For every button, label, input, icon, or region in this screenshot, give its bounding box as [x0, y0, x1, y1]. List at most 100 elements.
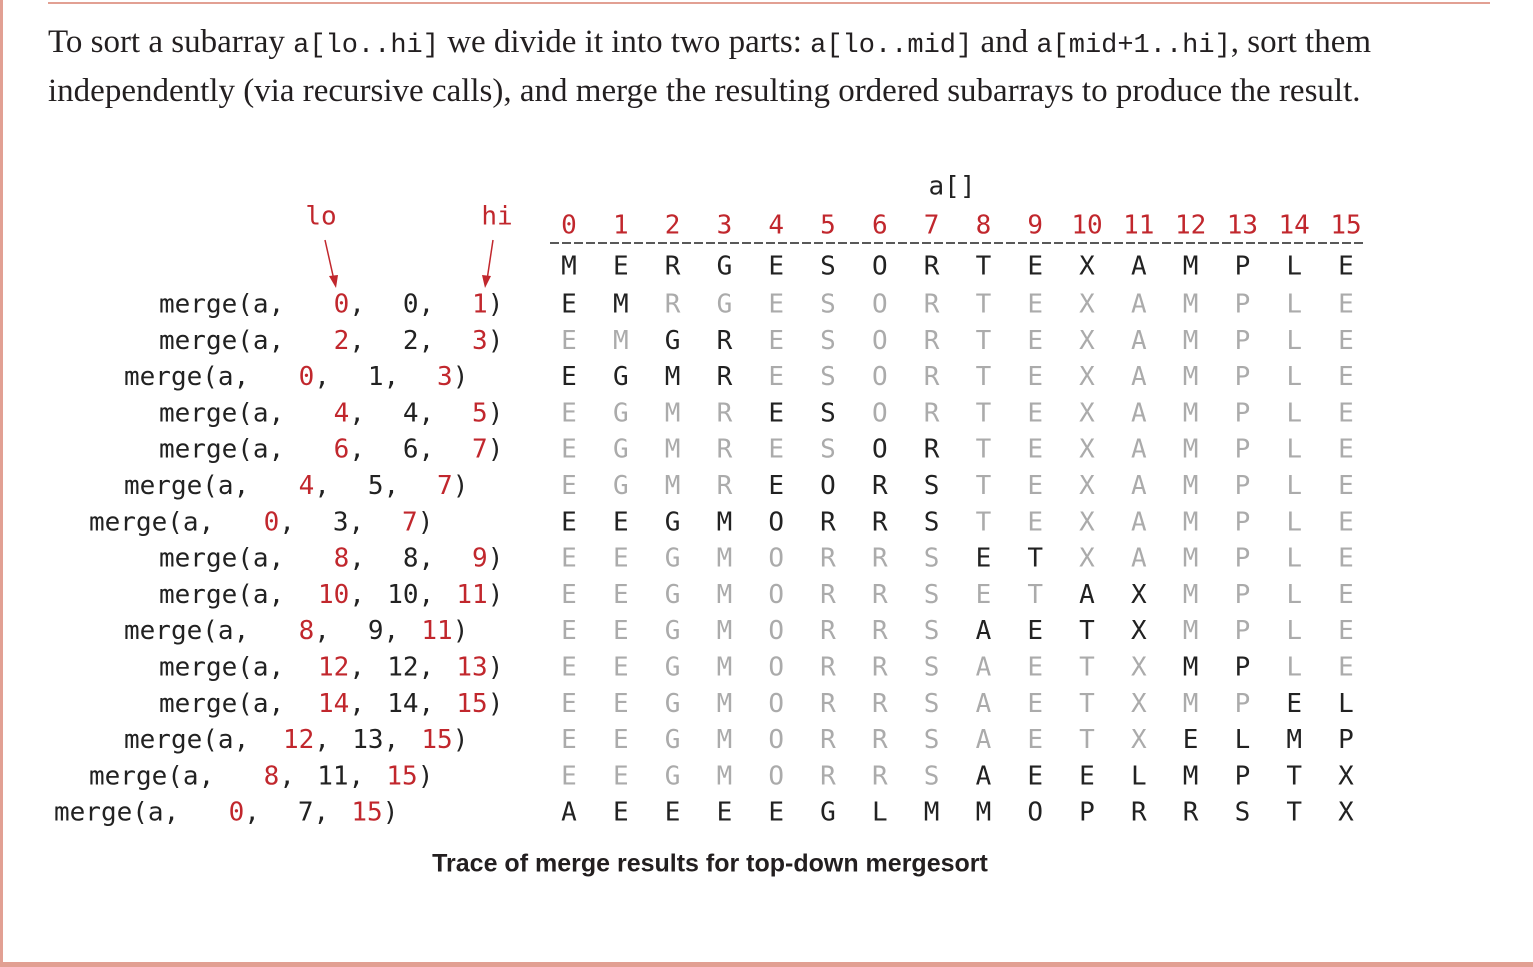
- call-mid: 14: [387, 689, 418, 719]
- initial-letter: E: [1338, 252, 1354, 282]
- index-label: 11: [1123, 211, 1154, 241]
- result-letter: O: [768, 761, 784, 791]
- call-hi: 9: [472, 544, 488, 574]
- result-letter: E: [561, 435, 577, 465]
- result-letter: M: [665, 362, 681, 392]
- result-letter: M: [1183, 290, 1199, 320]
- result-letter: E: [613, 689, 629, 719]
- call-lo: 14: [318, 689, 349, 719]
- call-close: ): [488, 435, 504, 465]
- result-letter: S: [924, 689, 940, 719]
- call-sep: ,: [314, 616, 330, 646]
- result-letter: R: [820, 507, 836, 537]
- result-letter: E: [1338, 471, 1354, 501]
- call-prefix: merge(a,: [89, 507, 214, 537]
- intro-text: To sort a subarray: [48, 24, 294, 60]
- result-letter: O: [768, 544, 784, 574]
- result-letter: M: [717, 580, 733, 610]
- result-letter: S: [924, 725, 940, 755]
- result-letter: X: [1079, 326, 1095, 356]
- initial-letter: X: [1079, 252, 1095, 282]
- result-letter: E: [561, 471, 577, 501]
- result-letter: R: [717, 326, 733, 356]
- result-letter: E: [561, 362, 577, 392]
- call-close: ): [418, 507, 434, 537]
- result-letter: T: [976, 290, 992, 320]
- call-hi: 15: [351, 798, 382, 828]
- result-letter: X: [1079, 544, 1095, 574]
- result-letter: E: [1027, 398, 1043, 428]
- hi-arrow: [486, 239, 494, 281]
- hi-label: hi: [481, 202, 512, 232]
- result-letter: R: [1183, 798, 1199, 828]
- call-sep: ,: [314, 471, 330, 501]
- result-letter: M: [665, 398, 681, 428]
- result-letter: A: [1131, 544, 1147, 574]
- call-hi: 7: [402, 507, 418, 537]
- call-lo: 0: [229, 798, 245, 828]
- call-sep: ,: [419, 435, 435, 465]
- call-sep: ,: [314, 798, 330, 828]
- result-letter: S: [924, 471, 940, 501]
- index-label: 1: [613, 211, 629, 241]
- result-letter: M: [1183, 362, 1199, 392]
- result-letter: L: [1286, 290, 1302, 320]
- result-letter: R: [717, 435, 733, 465]
- result-letter: E: [976, 580, 992, 610]
- call-close: ): [488, 326, 504, 356]
- call-mid: 0: [403, 290, 419, 320]
- result-letter: E: [1027, 689, 1043, 719]
- call-sep: ,: [419, 326, 435, 356]
- result-letter: E: [561, 653, 577, 683]
- result-letter: E: [768, 435, 784, 465]
- result-letter: M: [1183, 653, 1199, 683]
- result-letter: G: [665, 653, 681, 683]
- call-hi: 5: [472, 398, 488, 428]
- result-letter: E: [1027, 507, 1043, 537]
- result-letter: G: [665, 507, 681, 537]
- result-letter: O: [768, 616, 784, 646]
- call-close: ): [453, 616, 469, 646]
- result-letter: M: [665, 435, 681, 465]
- result-letter: E: [1027, 326, 1043, 356]
- result-letter: L: [1286, 616, 1302, 646]
- initial-letter: R: [665, 252, 681, 282]
- result-letter: P: [1235, 290, 1251, 320]
- call-sep: ,: [384, 616, 400, 646]
- call-sep: ,: [419, 544, 435, 574]
- result-letter: E: [561, 398, 577, 428]
- call-lo: 8: [264, 761, 280, 791]
- call-sep: ,: [349, 435, 365, 465]
- result-letter: T: [976, 326, 992, 356]
- call-mid: 4: [403, 398, 419, 428]
- initial-letter: M: [561, 252, 577, 282]
- result-letter: P: [1235, 544, 1251, 574]
- result-letter: E: [768, 798, 784, 828]
- result-letter: P: [1235, 435, 1251, 465]
- result-letter: P: [1235, 362, 1251, 392]
- result-letter: R: [924, 326, 940, 356]
- index-label: 14: [1279, 211, 1310, 241]
- result-letter: E: [613, 616, 629, 646]
- result-letter: P: [1235, 326, 1251, 356]
- call-mid: 9: [368, 616, 384, 646]
- result-letter: E: [1027, 471, 1043, 501]
- result-letter: L: [1338, 689, 1354, 719]
- call-sep: ,: [419, 290, 435, 320]
- call-hi: 7: [437, 471, 453, 501]
- result-letter: R: [872, 580, 888, 610]
- result-letter: A: [1131, 435, 1147, 465]
- initial-letter: S: [820, 252, 836, 282]
- result-letter: O: [820, 471, 836, 501]
- call-close: ): [453, 471, 469, 501]
- result-letter: M: [717, 689, 733, 719]
- intro-text: and: [972, 24, 1037, 60]
- result-letter: E: [561, 761, 577, 791]
- result-letter: E: [768, 471, 784, 501]
- lo-arrowhead: [329, 275, 338, 288]
- call-close: ): [453, 725, 469, 755]
- result-letter: S: [820, 435, 836, 465]
- call-sep: ,: [419, 689, 435, 719]
- call-sep: ,: [419, 580, 435, 610]
